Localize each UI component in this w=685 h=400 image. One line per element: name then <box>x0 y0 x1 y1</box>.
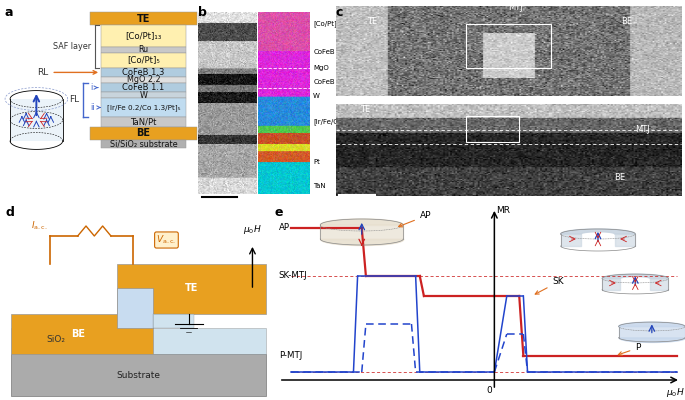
Polygon shape <box>560 229 635 234</box>
Text: 0: 0 <box>486 386 493 395</box>
Text: BE: BE <box>621 17 633 26</box>
Text: W: W <box>140 91 147 100</box>
Text: BE: BE <box>71 329 85 339</box>
Text: CoFeB 1.1: CoFeB 1.1 <box>123 83 164 92</box>
Text: $\mu_0 H$: $\mu_0 H$ <box>243 223 262 236</box>
Bar <box>101 53 186 68</box>
Polygon shape <box>11 314 153 354</box>
Bar <box>466 116 519 142</box>
Text: MTJ: MTJ <box>636 125 650 134</box>
Text: a: a <box>4 6 12 19</box>
Text: AP: AP <box>279 224 290 232</box>
Text: FL: FL <box>68 95 79 104</box>
Bar <box>101 83 186 92</box>
Text: MgO: MgO <box>313 65 329 71</box>
Text: $\mu_0 H$: $\mu_0 H$ <box>667 386 685 399</box>
Polygon shape <box>619 322 685 326</box>
Text: TaN: TaN <box>313 183 326 189</box>
Bar <box>466 24 551 68</box>
Text: SAF layer: SAF layer <box>53 42 91 51</box>
Bar <box>101 77 186 83</box>
Text: $I_{\rm a.c.}$: $I_{\rm a.c.}$ <box>31 220 47 232</box>
Text: Substrate: Substrate <box>116 372 161 380</box>
Text: TE: TE <box>185 283 198 293</box>
Text: CoFeB: CoFeB <box>313 79 335 85</box>
Bar <box>90 12 197 25</box>
Text: AP: AP <box>399 212 432 227</box>
Text: $V_{\rm a.c.}$: $V_{\rm a.c.}$ <box>156 234 177 246</box>
Text: Ru: Ru <box>138 45 149 54</box>
Polygon shape <box>11 328 266 354</box>
Text: i: i <box>90 83 98 92</box>
Text: SK-MTJ: SK-MTJ <box>279 272 308 280</box>
Text: P: P <box>619 344 640 355</box>
Bar <box>101 92 186 98</box>
Bar <box>101 47 186 53</box>
Text: P-MTJ: P-MTJ <box>279 352 302 360</box>
Bar <box>101 68 186 77</box>
Text: [Co/Pt]₅: [Co/Pt]₅ <box>127 56 160 65</box>
Text: TE: TE <box>360 105 371 114</box>
Text: BE: BE <box>614 173 625 182</box>
Text: SK: SK <box>535 278 564 294</box>
Bar <box>101 117 186 126</box>
Text: d: d <box>5 206 14 219</box>
Text: W: W <box>313 93 320 99</box>
Text: CoFeB: CoFeB <box>313 49 335 55</box>
Text: TE: TE <box>367 17 377 26</box>
Polygon shape <box>116 264 266 314</box>
Text: [Co/Pt]: [Co/Pt] <box>313 21 337 27</box>
Text: b: b <box>198 6 207 19</box>
Text: ii: ii <box>90 103 100 112</box>
Text: [Ir/Fe/Co/Pt]₃: [Ir/Fe/Co/Pt]₃ <box>313 119 357 125</box>
Text: RL: RL <box>37 68 97 77</box>
Bar <box>101 98 186 117</box>
Text: TaN/Pt: TaN/Pt <box>130 117 157 126</box>
Polygon shape <box>153 314 195 328</box>
Bar <box>101 140 186 148</box>
Text: CoFeB 1.3: CoFeB 1.3 <box>123 68 164 77</box>
Text: Pt: Pt <box>313 159 320 165</box>
Polygon shape <box>10 99 62 141</box>
Text: [Co/Pt]₁₃: [Co/Pt]₁₃ <box>125 32 162 40</box>
Text: SiO₂: SiO₂ <box>46 336 65 344</box>
Text: MR: MR <box>497 206 510 215</box>
Text: [Ir/Fe 0.2/Co 1.3/Pt]₅: [Ir/Fe 0.2/Co 1.3/Pt]₅ <box>107 104 180 111</box>
Text: MTJ: MTJ <box>508 3 523 12</box>
Text: e: e <box>275 206 283 219</box>
Bar <box>101 25 186 47</box>
Text: c: c <box>336 6 343 19</box>
Text: BE: BE <box>136 128 151 138</box>
Polygon shape <box>602 274 669 278</box>
Polygon shape <box>116 288 153 328</box>
Text: TE: TE <box>137 14 150 24</box>
Polygon shape <box>321 219 403 225</box>
Text: MgO 2.2: MgO 2.2 <box>127 76 160 84</box>
Text: Si/SiO₂ substrate: Si/SiO₂ substrate <box>110 139 177 148</box>
Bar <box>90 126 197 140</box>
Polygon shape <box>11 354 266 396</box>
